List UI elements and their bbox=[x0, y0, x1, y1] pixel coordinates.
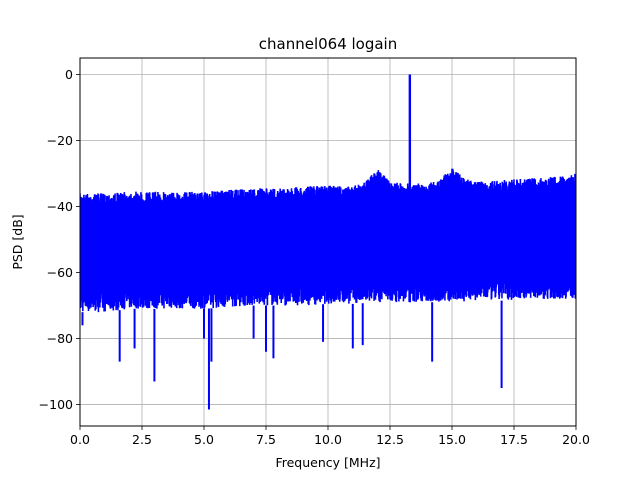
x-tick-label: 17.5 bbox=[500, 432, 528, 447]
y-axis-label: PSD [dB] bbox=[10, 214, 25, 269]
x-tick-label: 15.0 bbox=[438, 432, 466, 447]
y-tick-label: −40 bbox=[47, 199, 73, 214]
x-tick-label: 0.0 bbox=[70, 432, 90, 447]
y-tick-label: 0 bbox=[65, 67, 73, 82]
x-axis-label: Frequency [MHz] bbox=[275, 455, 380, 470]
y-tick-label: −60 bbox=[47, 265, 73, 280]
x-tick-label: 10.0 bbox=[314, 432, 342, 447]
x-axis-ticks: 0.0 2.5 5.0 7.5 10.0 12.5 15.0 17.5 20.0 bbox=[70, 426, 590, 447]
y-axis-ticks: 0 −20 −40 −60 −80 −100 bbox=[39, 67, 80, 412]
x-tick-label: 5.0 bbox=[194, 432, 214, 447]
x-tick-label: 12.5 bbox=[376, 432, 404, 447]
psd-trace bbox=[80, 168, 576, 313]
y-tick-label: −80 bbox=[47, 331, 73, 346]
chart-title: channel064 logain bbox=[259, 35, 398, 53]
y-tick-label: −20 bbox=[47, 133, 73, 148]
y-tick-label: −100 bbox=[39, 397, 73, 412]
series-psd bbox=[80, 74, 576, 410]
x-tick-label: 7.5 bbox=[256, 432, 276, 447]
x-tick-label: 2.5 bbox=[132, 432, 152, 447]
x-tick-label: 20.0 bbox=[562, 432, 590, 447]
